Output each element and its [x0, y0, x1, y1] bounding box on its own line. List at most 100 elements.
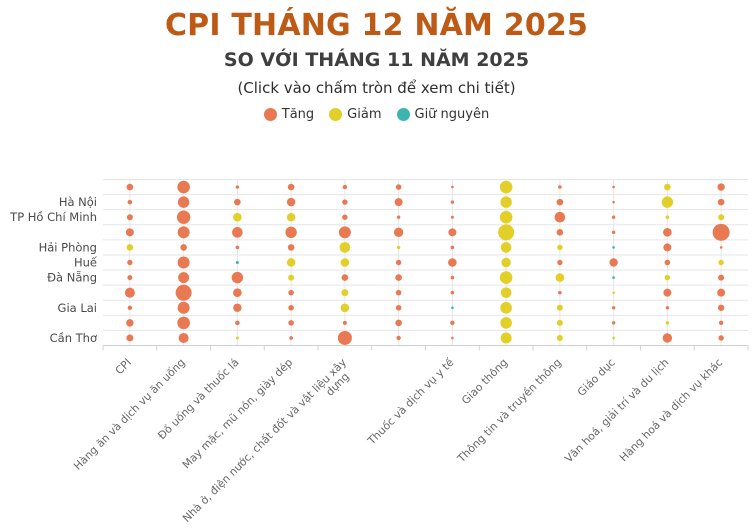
data-point[interactable] — [717, 288, 726, 297]
data-point[interactable] — [450, 320, 455, 326]
data-point[interactable] — [717, 304, 725, 311]
data-point[interactable] — [664, 274, 671, 281]
data-point[interactable] — [393, 227, 404, 238]
data-point[interactable] — [233, 212, 242, 222]
data-point[interactable] — [177, 196, 190, 208]
data-point[interactable] — [498, 224, 515, 241]
data-point[interactable] — [612, 200, 615, 204]
data-point[interactable] — [288, 289, 294, 296]
data-point[interactable] — [717, 183, 725, 191]
data-point[interactable] — [396, 245, 401, 250]
data-point[interactable] — [340, 303, 350, 313]
data-point[interactable] — [126, 183, 134, 191]
data-point[interactable] — [340, 258, 350, 267]
data-point[interactable] — [718, 274, 725, 281]
data-point[interactable] — [556, 229, 564, 236]
data-point[interactable] — [177, 180, 190, 194]
data-point[interactable] — [554, 211, 566, 223]
data-point[interactable] — [662, 333, 673, 343]
data-point[interactable] — [177, 301, 190, 314]
data-point[interactable] — [450, 245, 455, 250]
data-point[interactable] — [661, 196, 674, 208]
data-point[interactable] — [235, 185, 240, 189]
data-point[interactable] — [500, 332, 512, 344]
data-point[interactable] — [288, 274, 295, 281]
data-point[interactable] — [180, 244, 187, 251]
data-point[interactable] — [287, 244, 295, 251]
data-point[interactable] — [285, 226, 297, 239]
data-point[interactable] — [500, 287, 512, 298]
data-point[interactable] — [612, 185, 615, 189]
data-point[interactable] — [663, 288, 672, 297]
data-point[interactable] — [663, 228, 672, 237]
data-point[interactable] — [177, 256, 190, 269]
data-point[interactable] — [499, 210, 513, 224]
data-point[interactable] — [125, 228, 134, 237]
data-point[interactable] — [342, 184, 348, 190]
data-point[interactable] — [450, 200, 455, 204]
data-point[interactable] — [341, 274, 349, 281]
data-point[interactable] — [451, 185, 454, 189]
data-point[interactable] — [556, 304, 563, 311]
data-point[interactable] — [665, 306, 670, 310]
data-point[interactable] — [555, 273, 565, 282]
data-point[interactable] — [341, 289, 349, 297]
data-point[interactable] — [712, 223, 730, 241]
data-point[interactable] — [500, 301, 512, 314]
data-point[interactable] — [235, 245, 240, 250]
data-point[interactable] — [342, 320, 347, 325]
data-point[interactable] — [286, 197, 296, 207]
data-point[interactable] — [178, 272, 190, 284]
data-point[interactable] — [396, 335, 401, 341]
data-point[interactable] — [717, 198, 725, 206]
data-point[interactable] — [235, 261, 239, 264]
data-point[interactable] — [665, 321, 670, 325]
data-point[interactable] — [448, 228, 457, 237]
data-point[interactable] — [500, 196, 512, 208]
data-point[interactable] — [611, 215, 616, 219]
data-point[interactable] — [288, 320, 294, 326]
data-point[interactable] — [342, 214, 348, 220]
data-point[interactable] — [231, 271, 244, 284]
data-point[interactable] — [232, 227, 243, 238]
data-point[interactable] — [235, 336, 239, 340]
data-point[interactable] — [556, 198, 564, 206]
data-point[interactable] — [235, 320, 240, 326]
data-point[interactable] — [177, 226, 190, 239]
data-point[interactable] — [176, 210, 191, 224]
data-point[interactable] — [126, 244, 134, 251]
data-point[interactable] — [337, 330, 352, 345]
data-point[interactable] — [612, 276, 615, 279]
data-point[interactable] — [394, 198, 403, 207]
data-point[interactable] — [499, 180, 513, 194]
legend-item-giam[interactable]: Giảm — [329, 107, 382, 122]
data-point[interactable] — [342, 199, 348, 205]
data-point[interactable] — [664, 183, 671, 191]
data-point[interactable] — [665, 215, 670, 220]
data-point[interactable] — [289, 336, 293, 340]
data-point[interactable] — [558, 185, 562, 189]
data-point[interactable] — [611, 230, 616, 235]
data-point[interactable] — [233, 303, 242, 312]
legend-item-giu-nguyen[interactable]: Giữ nguyên — [396, 107, 489, 122]
data-point[interactable] — [287, 183, 295, 191]
data-point[interactable] — [448, 258, 457, 267]
data-point[interactable] — [450, 290, 455, 295]
data-point[interactable] — [500, 317, 512, 329]
data-point[interactable] — [395, 289, 402, 296]
data-point[interactable] — [451, 306, 454, 310]
data-point[interactable] — [611, 306, 616, 310]
data-point[interactable] — [395, 274, 402, 281]
data-point[interactable] — [501, 257, 511, 268]
data-point[interactable] — [719, 246, 723, 249]
data-point[interactable] — [338, 226, 351, 239]
data-point[interactable] — [396, 215, 401, 219]
data-point[interactable] — [124, 287, 135, 298]
data-point[interactable] — [557, 259, 563, 266]
data-point[interactable] — [286, 258, 296, 267]
data-point[interactable] — [339, 242, 351, 253]
data-point[interactable] — [663, 243, 672, 252]
data-point[interactable] — [127, 259, 133, 266]
data-point[interactable] — [395, 319, 402, 327]
data-point[interactable] — [177, 316, 190, 330]
